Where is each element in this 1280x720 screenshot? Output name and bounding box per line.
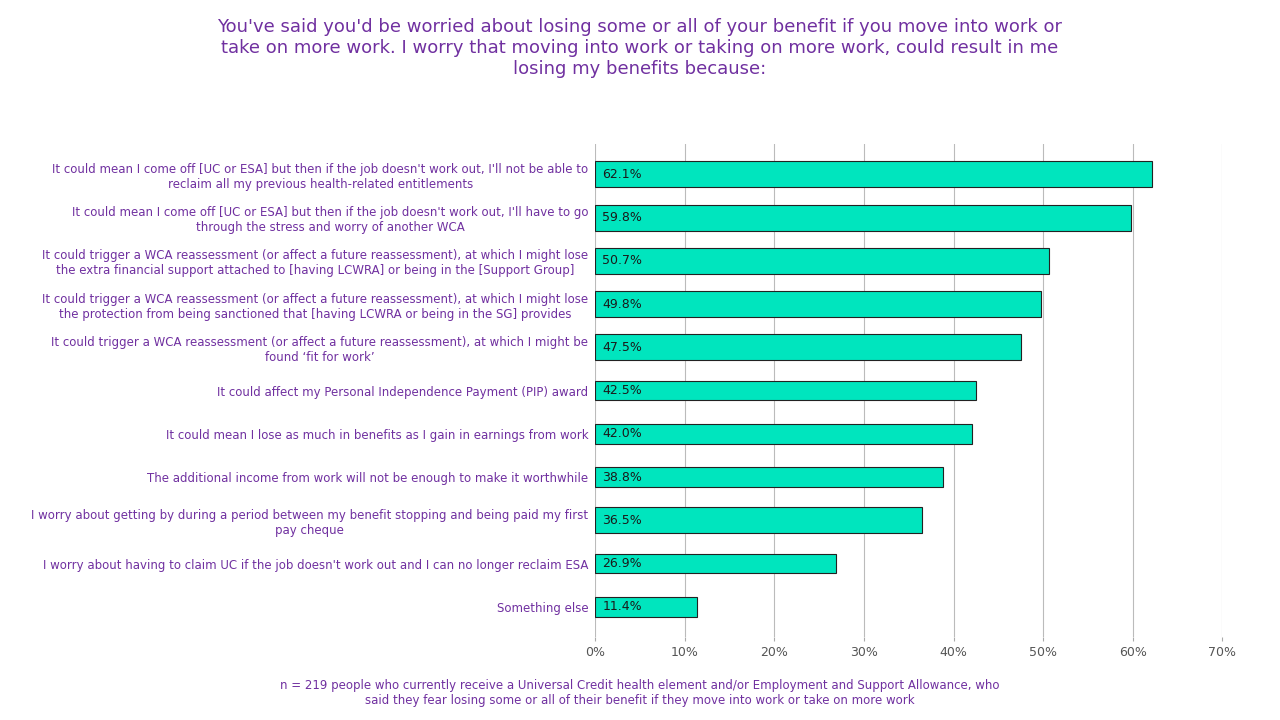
Bar xyxy=(595,381,977,400)
Text: 62.1%: 62.1% xyxy=(603,168,643,181)
Text: 49.8%: 49.8% xyxy=(603,297,643,310)
Bar xyxy=(595,204,1132,230)
Bar xyxy=(595,424,972,444)
Text: 47.5%: 47.5% xyxy=(603,341,643,354)
Text: n = 219 people who currently receive a Universal Credit health element and/or Em: n = 219 people who currently receive a U… xyxy=(280,679,1000,707)
Bar xyxy=(595,161,1152,187)
Bar xyxy=(595,291,1042,317)
Text: 36.5%: 36.5% xyxy=(603,514,643,527)
Bar xyxy=(595,248,1050,274)
Text: You've said you'd be worried about losing some or all of your benefit if you mov: You've said you'd be worried about losin… xyxy=(218,18,1062,78)
Text: 11.4%: 11.4% xyxy=(603,600,643,613)
Text: 50.7%: 50.7% xyxy=(603,254,643,267)
Text: 38.8%: 38.8% xyxy=(603,471,643,484)
Text: 42.5%: 42.5% xyxy=(603,384,643,397)
Bar xyxy=(595,467,943,487)
Bar xyxy=(595,597,698,616)
Bar xyxy=(595,554,836,573)
Bar xyxy=(595,334,1021,360)
Text: 26.9%: 26.9% xyxy=(603,557,643,570)
Bar xyxy=(595,508,922,534)
Text: 42.0%: 42.0% xyxy=(603,428,643,441)
Text: 59.8%: 59.8% xyxy=(603,211,643,224)
